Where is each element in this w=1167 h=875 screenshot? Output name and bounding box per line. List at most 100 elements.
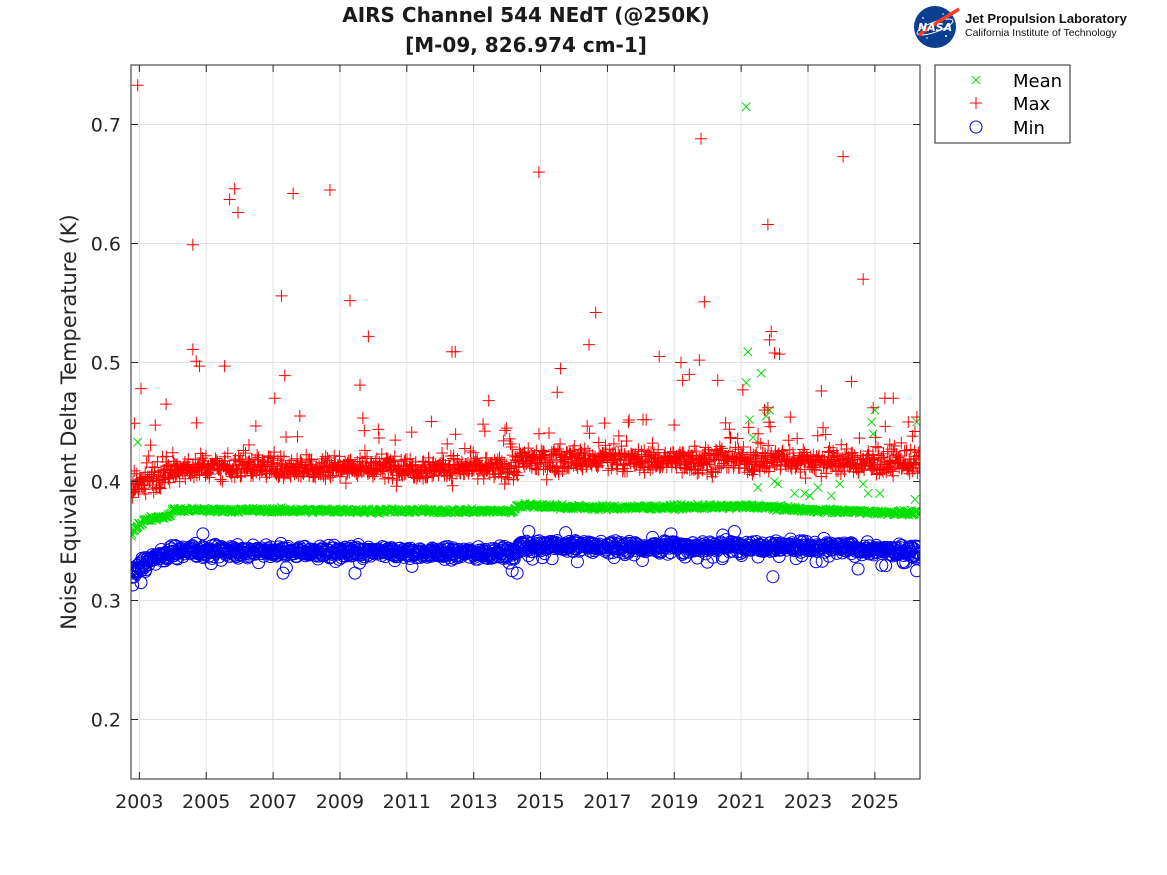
data-point-max [879, 420, 892, 433]
data-point-max [758, 455, 771, 468]
data-point-max [499, 424, 511, 437]
data-point-max [500, 422, 513, 435]
data-point-max [817, 421, 830, 434]
data-point-max [638, 466, 651, 479]
data-point-max [153, 481, 166, 494]
data-point-max-outlier [135, 382, 148, 395]
data-point-max [865, 453, 878, 466]
y-tick-label: 0.2 [91, 710, 121, 732]
x-tick-label: 2011 [383, 791, 431, 813]
data-point-max [605, 462, 618, 475]
data-point-min [875, 558, 889, 572]
data-point-max [621, 465, 634, 478]
data-point-min-outlier [522, 524, 536, 538]
data-point-max [569, 456, 582, 469]
jpl-name: Jet Propulsion Laboratory [965, 11, 1127, 26]
data-point-max [360, 450, 373, 463]
jpl-subtitle: California Institute of Technology [965, 27, 1117, 39]
data-point-max [731, 432, 744, 445]
data-point-max [887, 469, 900, 482]
data-point-max [498, 457, 511, 470]
data-point-max-outlier [676, 374, 689, 387]
tick-layer: 2003 2005 2007 2009 2011 2013 2015 2017 2019 2021… [91, 65, 920, 813]
data-point-max [644, 463, 657, 476]
data-point-min [635, 553, 649, 567]
data-point-max [522, 442, 535, 455]
data-point-min-outlier [727, 524, 741, 538]
data-point-max [906, 465, 919, 478]
data-point-mean [131, 529, 137, 539]
data-point-min-outlier [348, 566, 362, 580]
data-point-max [136, 472, 149, 485]
data-point-max [763, 461, 776, 474]
data-point-min [815, 554, 829, 568]
data-point-max [602, 464, 615, 477]
data-point-max-outlier [228, 182, 241, 195]
legend-marker-min [969, 120, 983, 134]
data-point-min-outlier [196, 527, 210, 541]
data-point-max [858, 458, 871, 471]
data-point-max [458, 442, 471, 455]
data-point-max [316, 452, 329, 465]
y-axis-label: Noise Equivalent Delta Temperature (K) [57, 214, 81, 630]
data-point-max [676, 448, 689, 461]
data-point-max-outlier [362, 330, 375, 343]
x-tick-label: 2003 [115, 791, 163, 813]
data-point-max [139, 487, 152, 500]
data-point-max-outlier [287, 187, 300, 200]
data-point-max-outlier [711, 374, 724, 387]
data-point-max [540, 473, 553, 486]
data-point-max [390, 480, 403, 493]
data-point-max [449, 428, 462, 441]
data-point-max [830, 447, 843, 460]
data-point-max-outlier [683, 368, 696, 381]
data-point-max [274, 450, 287, 463]
data-point-max-outlier [761, 401, 774, 414]
data-point-max [807, 458, 820, 471]
data-point-max [583, 427, 596, 440]
data-point-max [764, 420, 777, 433]
data-point-max [359, 452, 372, 465]
data-point-max-outlier [867, 401, 880, 414]
data-point-max [199, 449, 212, 462]
data-point-max [251, 448, 264, 461]
data-point-max [503, 432, 516, 445]
data-point-max [715, 459, 728, 472]
data-point-max [404, 452, 417, 465]
data-point-max [762, 439, 775, 452]
chart-subtitle: [M-09, 826.974 cm-1] [405, 33, 647, 57]
x-tick-label: 2015 [516, 791, 564, 813]
data-point-mean-outlier [133, 437, 143, 447]
data-point-max [872, 441, 885, 454]
data-point-mean-outlier [753, 482, 763, 493]
data-point-min-outlier [276, 566, 290, 580]
data-point-max-outlier [218, 360, 231, 373]
data-point-max [426, 470, 439, 483]
plot-area-background [131, 65, 920, 779]
data-point-max-outlier [758, 404, 771, 417]
jpl-logo: NASA Jet Propulsion Laboratory Californi… [913, 5, 1153, 49]
data-point-max-outlier [190, 355, 203, 368]
data-point-mean-outlier [863, 488, 873, 498]
data-point-mean-outlier [741, 378, 751, 388]
data-point-max [688, 440, 701, 453]
data-point-max [618, 459, 631, 472]
data-point-mean-outlier [756, 368, 766, 378]
data-point-max [652, 443, 665, 456]
data-point-max [633, 453, 646, 466]
data-point-max [388, 450, 401, 463]
data-point-max [906, 430, 919, 443]
data-point-mean-outlier [790, 488, 800, 498]
data-point-max [477, 472, 490, 485]
data-point-max [146, 460, 159, 473]
data-point-max [797, 443, 810, 456]
data-point-max [511, 469, 524, 482]
data-point-max [819, 428, 832, 441]
data-point-max [334, 470, 347, 483]
data-point-max [160, 450, 173, 463]
data-point-max [581, 420, 594, 433]
data-point-min [910, 540, 920, 554]
data-point-max-outlier [695, 132, 708, 145]
data-point-max [194, 447, 207, 460]
data-point-max [523, 459, 536, 472]
